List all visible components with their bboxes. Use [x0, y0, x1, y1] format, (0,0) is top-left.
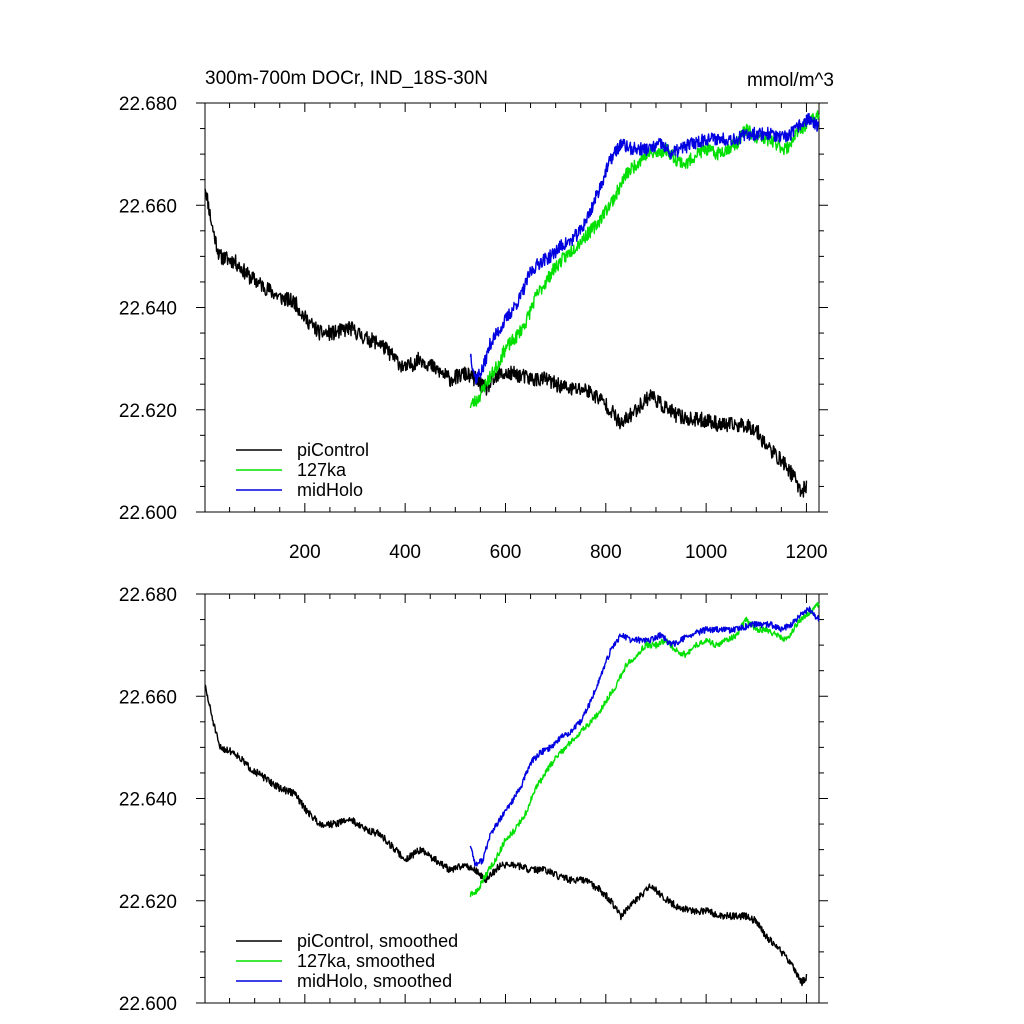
series-line-picontrol-smoothed — [204, 684, 808, 987]
bottom-panel: 22.600 22.620 22.640 22.660 22.680 piControl,… — [119, 585, 828, 1015]
legend-label-midholo-smoothed: midHolo, smoothed — [297, 971, 452, 991]
series-line-midholo-smoothed — [469, 606, 820, 867]
legend-label-127ka-smoothed: 127ka, smoothed — [297, 951, 435, 971]
legend-label-picontrol-smoothed: piControl, smoothed — [297, 931, 458, 951]
top-panel: 200 400 600 800 1000 1200 22.600 22.620 22.640 22… — [119, 94, 828, 563]
y-tick-label: 22.640 — [119, 790, 177, 811]
x-tick-label: 600 — [490, 542, 522, 563]
y-tick-label: 22.620 — [119, 401, 177, 422]
y-tick-label: 22.660 — [119, 687, 177, 708]
x-tick-label: 400 — [389, 542, 421, 563]
series-line-midholo — [469, 112, 820, 385]
legend-label-127ka: 127ka — [297, 460, 347, 480]
y-tick-label: 22.660 — [119, 196, 177, 217]
y-tick-label: 22.600 — [119, 503, 177, 524]
series-line-127ka-smoothed — [469, 602, 820, 898]
legend-label-picontrol: piControl — [297, 440, 369, 460]
legend-label-midholo: midHolo — [297, 480, 363, 500]
y-tick-label: 22.680 — [119, 94, 177, 115]
y-tick-label: 22.600 — [119, 994, 177, 1015]
series-line-127ka — [469, 110, 820, 409]
series-line-picontrol — [204, 188, 808, 498]
y-tick-label: 22.640 — [119, 299, 177, 320]
x-tick-label: 800 — [590, 542, 622, 563]
x-tick-label: 200 — [289, 542, 321, 563]
chart-units: mmol/m^3 — [747, 70, 834, 91]
y-tick-label: 22.620 — [119, 892, 177, 913]
x-tick-label: 1200 — [785, 542, 827, 563]
y-tick-label: 22.680 — [119, 585, 177, 606]
chart-title: 300m-700m DOCr, IND_18S-30N — [205, 68, 488, 89]
x-tick-label: 1000 — [685, 542, 727, 563]
